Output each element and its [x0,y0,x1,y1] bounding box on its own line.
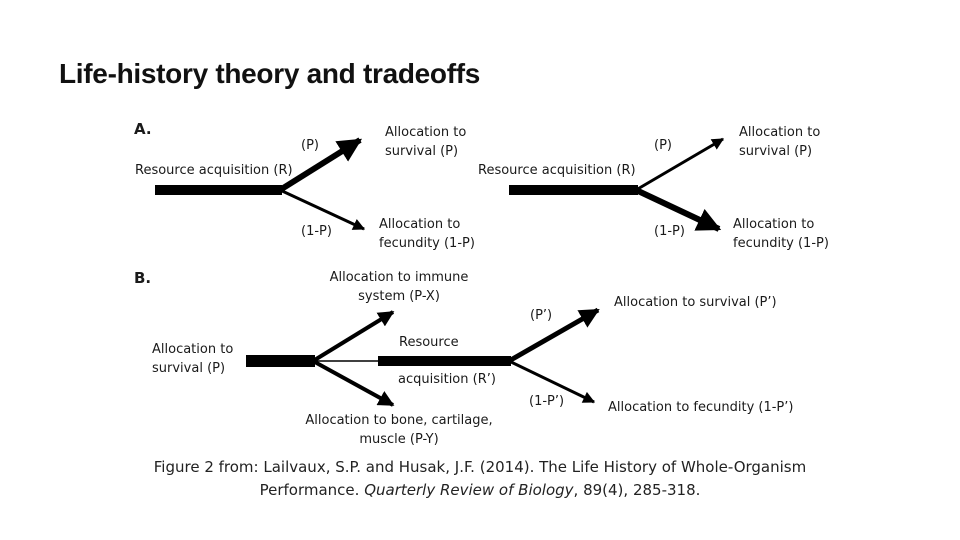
resource-prime-label-bottom: acquisition (R’) [398,372,496,387]
survival-label-line1: Allocation to [385,125,466,140]
survival-prime-arrow [507,307,600,364]
panel-a-label: A. [134,120,152,138]
fecundity-arrow [634,187,722,232]
fecundity-label-line2: fecundity (1-P) [733,236,829,251]
fecundity-arrow [279,188,366,231]
upper-coef-label: (P) [654,138,672,153]
source-label-line1: Allocation to [152,342,233,357]
fecundity-label-line1: Allocation to [379,217,460,232]
upper-coef-prime-label: (P’) [530,308,552,323]
panel-b-label: B. [134,269,151,287]
caption-line-2: Performance. Quarterly Review of Biology… [90,479,870,502]
immune-label-line2: system (P-X) [358,289,440,304]
survival-arrow [635,137,725,192]
bone-label-line2: muscle (P-Y) [359,432,438,447]
fecundity-label-line2: fecundity (1-P) [379,236,475,251]
caption-journal: Quarterly Review of Biology [364,481,574,499]
panel-a-left-diagram: Resource acquisition (R) (P) Allocation … [135,125,475,251]
fecundity-prime-arrow [508,359,596,404]
resource-acquisition-label: Resource acquisition (R) [135,163,293,178]
panel-a-right-diagram: Resource acquisition (R) (P) Allocation … [478,125,829,251]
caption-line-1: Figure 2 from: Lailvaux, S.P. and Husak,… [153,458,807,476]
lower-coef-label: (1-P) [301,224,332,239]
resource-acquisition-label: Resource acquisition (R) [478,163,636,178]
bone-label-line1: Allocation to bone, cartilage, [305,413,492,428]
fecundity-label-line1: Allocation to [733,217,814,232]
survival-label-line2: survival (P) [739,144,812,159]
survival-prime-label: Allocation to survival (P’) [614,295,777,310]
resource-prime-label-top: Resource [399,335,459,350]
caption-performance: Performance. [259,481,360,499]
caption-citation: , 89(4), 285-318. [573,481,701,499]
survival-label-line1: Allocation to [739,125,820,140]
fecundity-prime-label: Allocation to fecundity (1-P’) [608,400,793,415]
immune-label-line1: Allocation to immune [330,270,469,285]
survival-arrow [278,137,363,193]
panel-b-diagram: Allocation to survival (P) Allocation to… [152,270,793,447]
source-label-line2: survival (P) [152,361,225,376]
survival-label-line2: survival (P) [385,144,458,159]
slide-title: Life-history theory and tradeoffs [59,58,481,89]
bone-arrow [312,359,395,407]
lower-coef-prime-label: (1-P’) [529,394,564,409]
upper-coef-label: (P) [301,138,319,153]
lower-coef-label: (1-P) [654,224,685,239]
immune-arrow [311,310,395,363]
figure-caption: Figure 2 from: Lailvaux, S.P. and Husak,… [90,456,870,502]
